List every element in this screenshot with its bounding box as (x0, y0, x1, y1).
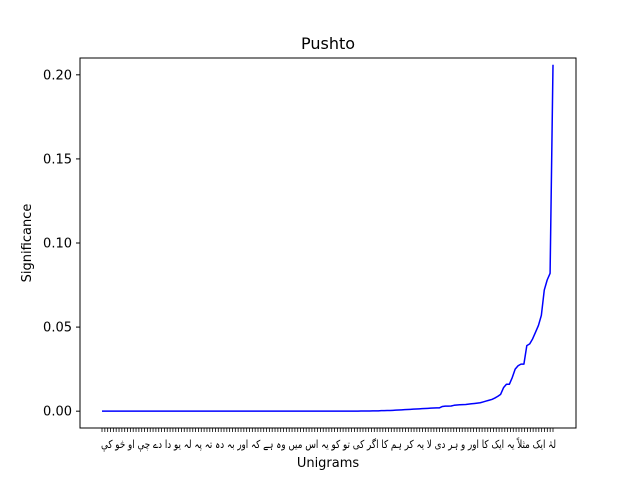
x-tick-labels: لہٰ ایک مثلاً یہ ایک کا اور و ہر دی لا ی… (101, 436, 556, 452)
plot-area-frame (79, 57, 577, 429)
chart-title: Pushto (301, 34, 355, 53)
series-line-significance (102, 64, 554, 412)
y-tick-label: 0.20 (43, 68, 72, 83)
y-tick-label: 0.10 (43, 237, 72, 252)
y-axis-label: Significance (20, 204, 35, 283)
y-tick-label: 0.05 (43, 321, 72, 336)
x-axis (101, 428, 554, 432)
x-axis-label: Unigrams (297, 456, 360, 471)
y-tick-label: 0.00 (43, 405, 72, 420)
y-tick-label: 0.15 (43, 152, 72, 167)
y-axis: 0.00 0.05 0.10 0.15 0.20 (43, 68, 80, 420)
